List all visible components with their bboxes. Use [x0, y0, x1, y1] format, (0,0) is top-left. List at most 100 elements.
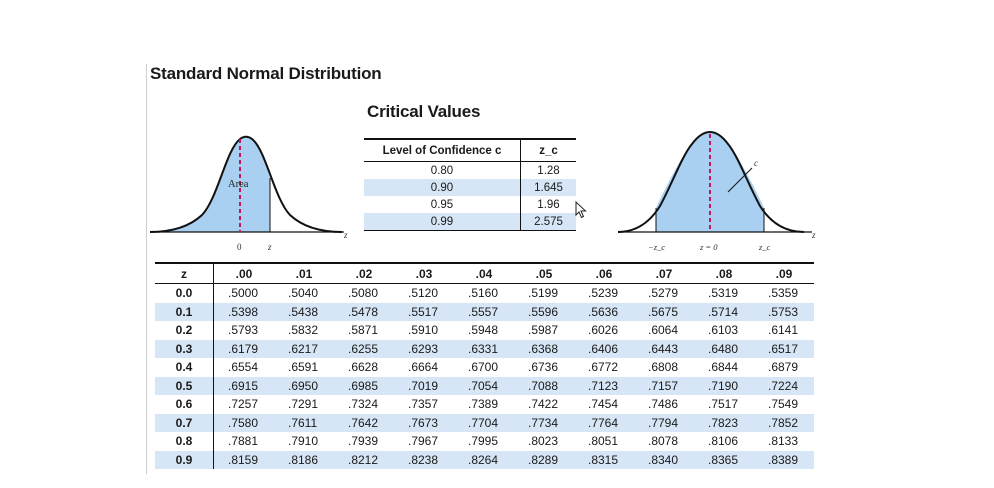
probability-cell: .7734 — [514, 413, 574, 432]
probability-cell: .5080 — [348, 286, 379, 301]
probability-cell: .6255 — [334, 339, 394, 358]
right-zero-label: z = 0 — [699, 242, 718, 252]
probability-cell: .7019 — [394, 376, 454, 395]
probability-cell: .8238 — [394, 450, 454, 469]
probability-cell: .6331 — [454, 339, 514, 358]
probability-cell: .6517 — [754, 339, 814, 358]
confidence-level-cell: 0.80 — [430, 164, 454, 177]
probability-cell: .7642 — [334, 413, 394, 432]
probability-cell: .7157 — [634, 376, 694, 395]
probability-cell: .5987 — [528, 323, 559, 338]
probability-cell: .6179 — [213, 339, 274, 358]
probability-cell: .5478 — [334, 302, 394, 321]
z-value-cell: 0.7 — [155, 413, 214, 432]
left-area-label: Area — [228, 179, 249, 190]
probability-cell: .7224 — [754, 376, 814, 395]
left-curve-shaded-area — [150, 136, 270, 232]
probability-cell: .6985 — [334, 376, 394, 395]
probability-cell: .7486 — [648, 397, 679, 412]
z-table-row: 0.8 .7881 .7910 .7939 .7967 .7995 .8023 .8051 .8… — [155, 432, 814, 451]
probability-cell: .5120 — [408, 286, 439, 301]
right-curve-line — [617, 130, 805, 233]
z-table-row: 0.9.8159.8186.8212.8238.8264.8289.8315.8… — [155, 450, 814, 469]
z-table-row: 0.6 .7257 .7291 .7324 .7357 .7389 .7422 .7454 .7… — [155, 395, 814, 414]
probability-cell: .5557 — [454, 302, 514, 321]
left-axis-z-label: z — [267, 242, 272, 252]
probability-cell: .8106 — [708, 434, 739, 449]
probability-cell: .8389 — [754, 450, 814, 469]
probability-cell: .6808 — [648, 360, 679, 375]
z-value-cell: 0.4 — [155, 358, 214, 377]
probability-cell: .5675 — [634, 302, 694, 321]
probability-cell: .7357 — [408, 397, 439, 412]
z-table-row: 0.1.5398.5438.5478.5517.5557.5596.5636.5… — [155, 302, 814, 321]
probability-cell: .5199 — [528, 286, 559, 301]
probability-cell: .7852 — [754, 413, 814, 432]
z-table-row: 0.4 .6554 .6591 .6628 .6664 .6700 .6736 .6772 .6… — [155, 358, 814, 377]
hundredths-column-header: .08 — [694, 262, 754, 284]
z-value-cell: 0.1 — [155, 302, 214, 321]
hundredths-column-header: .07 — [634, 262, 694, 284]
probability-cell: .7054 — [454, 376, 514, 395]
right-zc-label: z_c — [758, 242, 771, 252]
right-neg-zc-label: −z_c — [648, 242, 665, 252]
probability-cell: .5040 — [288, 286, 319, 301]
probability-cell: .7794 — [634, 413, 694, 432]
probability-cell: .7123 — [574, 376, 634, 395]
zc-value-cell: 1.645 — [520, 179, 576, 196]
probability-cell: .7939 — [348, 434, 379, 449]
probability-cell: .5948 — [468, 323, 499, 338]
z-table-row: 0.3.6179.6217.6255.6293.6331.6368.6406.6… — [155, 339, 814, 358]
probability-cell: .6772 — [588, 360, 619, 375]
probability-cell: .7517 — [708, 397, 739, 412]
probability-cell: .5398 — [213, 302, 274, 321]
probability-cell: .6700 — [468, 360, 499, 375]
probability-cell: .8340 — [634, 450, 694, 469]
probability-cell: .8023 — [528, 434, 559, 449]
mouse-cursor-icon — [575, 200, 587, 219]
z-table-row: 0.2 .5793 .5832 .5871 .5910 .5948 .5987 .6026 .6… — [155, 321, 814, 340]
section-title: Critical Values — [367, 102, 481, 121]
probability-cell: .6844 — [708, 360, 739, 375]
probability-cell: .7324 — [348, 397, 379, 412]
probability-cell: .6443 — [634, 339, 694, 358]
probability-cell: .6480 — [694, 339, 754, 358]
probability-cell: .7088 — [514, 376, 574, 395]
page-title: Standard Normal Distribution — [150, 64, 382, 83]
left-border — [146, 64, 147, 474]
probability-cell: .5517 — [394, 302, 454, 321]
critical-values-row: 0.90 1.645 — [364, 179, 576, 196]
left-normal-curve-figure: Area 0 z z — [149, 135, 348, 252]
probability-cell: .7190 — [694, 376, 754, 395]
probability-cell: .7910 — [288, 434, 319, 449]
probability-cell: .7823 — [694, 413, 754, 432]
right-c-leader-line — [727, 167, 753, 193]
probability-cell: .6736 — [528, 360, 559, 375]
confidence-level-cell: 0.95 — [430, 198, 454, 211]
probability-cell: .8365 — [694, 450, 754, 469]
probability-cell: .7580 — [213, 413, 274, 432]
z-table: z .00.01.02.03.04.05.06.07.08.09 0.0 .5000… — [155, 262, 814, 469]
probability-cell: .6591 — [288, 360, 319, 375]
hundredths-column-header: .01 — [274, 262, 334, 284]
probability-cell: .6026 — [588, 323, 619, 338]
probability-cell: .7673 — [394, 413, 454, 432]
probability-cell: .7291 — [288, 397, 319, 412]
zc-value-cell: 1.28 — [520, 161, 576, 179]
probability-cell: .8051 — [588, 434, 619, 449]
probability-cell: .6554 — [228, 360, 259, 375]
probability-cell: .6915 — [213, 376, 274, 395]
hundredths-column-header: .00 — [213, 262, 274, 284]
probability-cell: .7995 — [468, 434, 499, 449]
z-table-row: 0.5.6915.6950.6985.7019.7054.7088.7123.7… — [155, 376, 814, 395]
right-c-label: c — [754, 158, 758, 168]
probability-cell: .7967 — [408, 434, 439, 449]
hundredths-column-header: .03 — [394, 262, 454, 284]
confidence-level-cell: 0.99 — [364, 213, 521, 231]
z-table-row: 0.7.7580.7611.7642.7673.7704.7734.7764.7… — [155, 413, 814, 432]
critical-values-row: 0.95 1.96 — [364, 196, 576, 213]
z-value-cell: 0.2 — [155, 321, 214, 340]
probability-cell: .6217 — [274, 339, 334, 358]
probability-cell: .8289 — [514, 450, 574, 469]
probability-cell: .6368 — [514, 339, 574, 358]
